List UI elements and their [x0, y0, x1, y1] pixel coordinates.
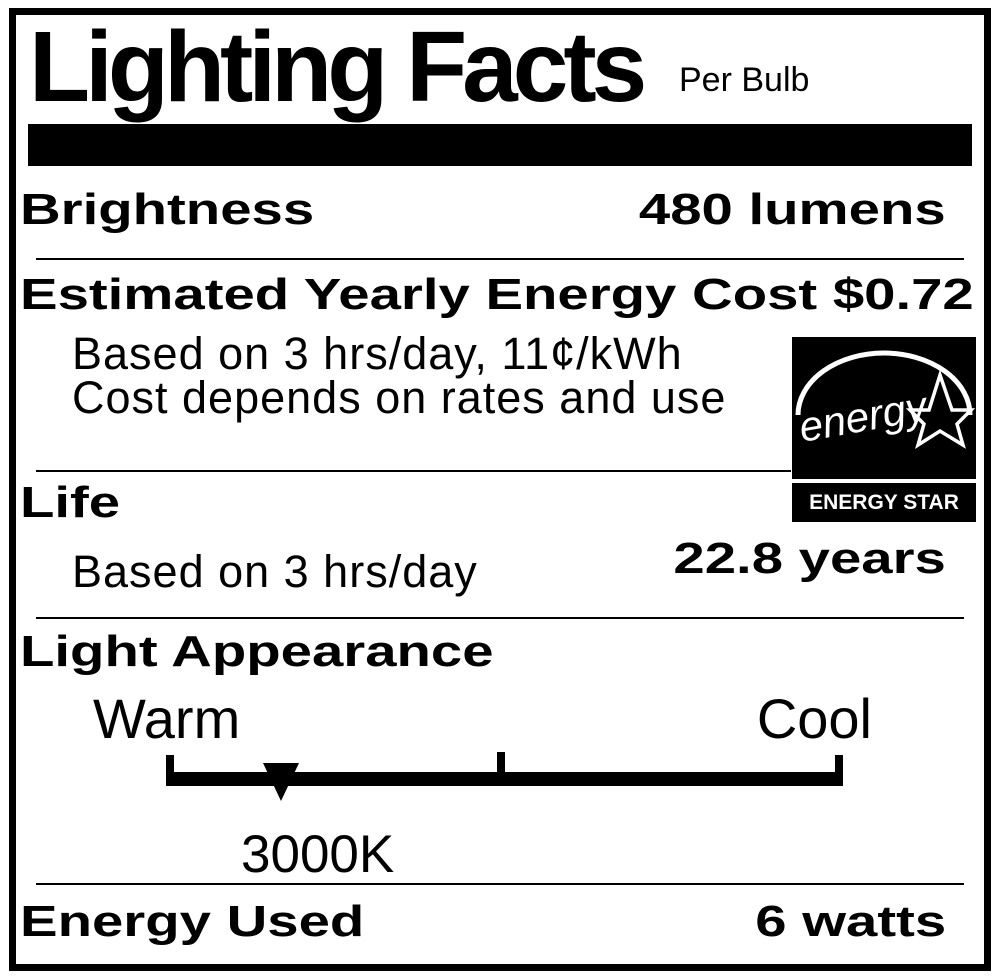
svg-text:energy: energy — [795, 382, 933, 451]
